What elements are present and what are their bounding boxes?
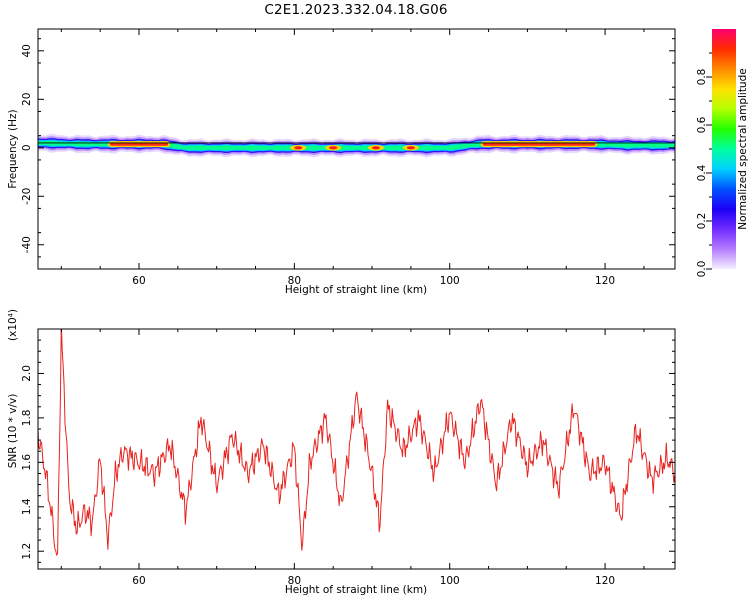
y-tick-label: 1.4	[21, 498, 33, 515]
snr-plot-area	[38, 329, 675, 569]
y-tick-label: 2.0	[21, 365, 33, 382]
band-hot-red	[482, 142, 596, 146]
x-tick-label: 80	[288, 575, 301, 587]
colorbar: 0.0 0.2 0.4 0.6 0.8 Normalized spectral ampl…	[696, 29, 749, 277]
x-tick-label: 120	[595, 275, 615, 287]
snr-x-axis-label: Height of straight line (km)	[285, 584, 427, 596]
colorbar-ticks: 0.0 0.2 0.4 0.6 0.8	[696, 52, 712, 278]
spectrogram-y-axis-label: Frequency (Hz)	[7, 109, 19, 188]
y-tick-label: -20	[21, 188, 33, 205]
snr-panel: 60 80 100 120 1.2 1.4 1.6 1.8 2.0 Height of str…	[7, 309, 676, 596]
colorbar-tick-label: 0.2	[696, 213, 708, 230]
band-hot-red	[109, 142, 169, 146]
x-tick-label: 100	[440, 575, 460, 587]
y-tick-label: 1.2	[21, 543, 33, 560]
band-spot	[406, 146, 415, 150]
spectrogram-frame	[37, 28, 676, 270]
band-spot	[329, 146, 338, 150]
snr-y-axis-label: SNR (10 * v/v)	[7, 394, 19, 469]
band-spot	[371, 146, 380, 150]
x-tick-label: 100	[440, 275, 460, 287]
chart-title: C2E1.2023.332.04.18.G06	[264, 2, 448, 18]
snr-series-line	[38, 329, 675, 556]
spectrogram-x-axis: 60 80 100 120	[60, 29, 645, 287]
band-spot	[294, 146, 303, 150]
colorbar-tick-label: 0.0	[696, 261, 708, 278]
y-tick-label: 0	[21, 144, 33, 151]
snr-frame	[37, 328, 676, 570]
spectrogram-panel: 60 80 100 120 -40 -20 0 20 40 Height of straigh…	[7, 28, 676, 296]
y-tick-label: 40	[21, 44, 33, 57]
spectrogram-y-axis: -40 -20 0 20 40	[21, 38, 675, 258]
x-tick-label: 80	[288, 275, 301, 287]
colorbar-tick-label: 0.8	[696, 69, 708, 86]
snr-x-axis: 60 80 100 120	[60, 329, 645, 587]
snr-y-multiplier: (x10⁴)	[7, 309, 19, 341]
snr-y-axis: 1.2 1.4 1.6 1.8 2.0	[21, 339, 675, 563]
colorbar-tick-label: 0.4	[696, 164, 708, 181]
y-tick-label: 20	[21, 93, 33, 106]
y-tick-label: 1.8	[21, 410, 33, 427]
colorbar-tick-label: 0.6	[696, 116, 708, 133]
colorbar-label: Normalized spectral amplitude	[737, 68, 749, 229]
y-tick-label: 1.6	[21, 454, 33, 471]
spectrogram-x-axis-label: Height of straight line (km)	[285, 284, 427, 296]
x-tick-label: 60	[132, 575, 145, 587]
spectrogram-band	[38, 133, 675, 158]
x-tick-label: 60	[132, 275, 145, 287]
x-tick-label: 120	[595, 575, 615, 587]
y-tick-label: -40	[21, 236, 33, 253]
colorbar-gradient	[712, 29, 736, 269]
